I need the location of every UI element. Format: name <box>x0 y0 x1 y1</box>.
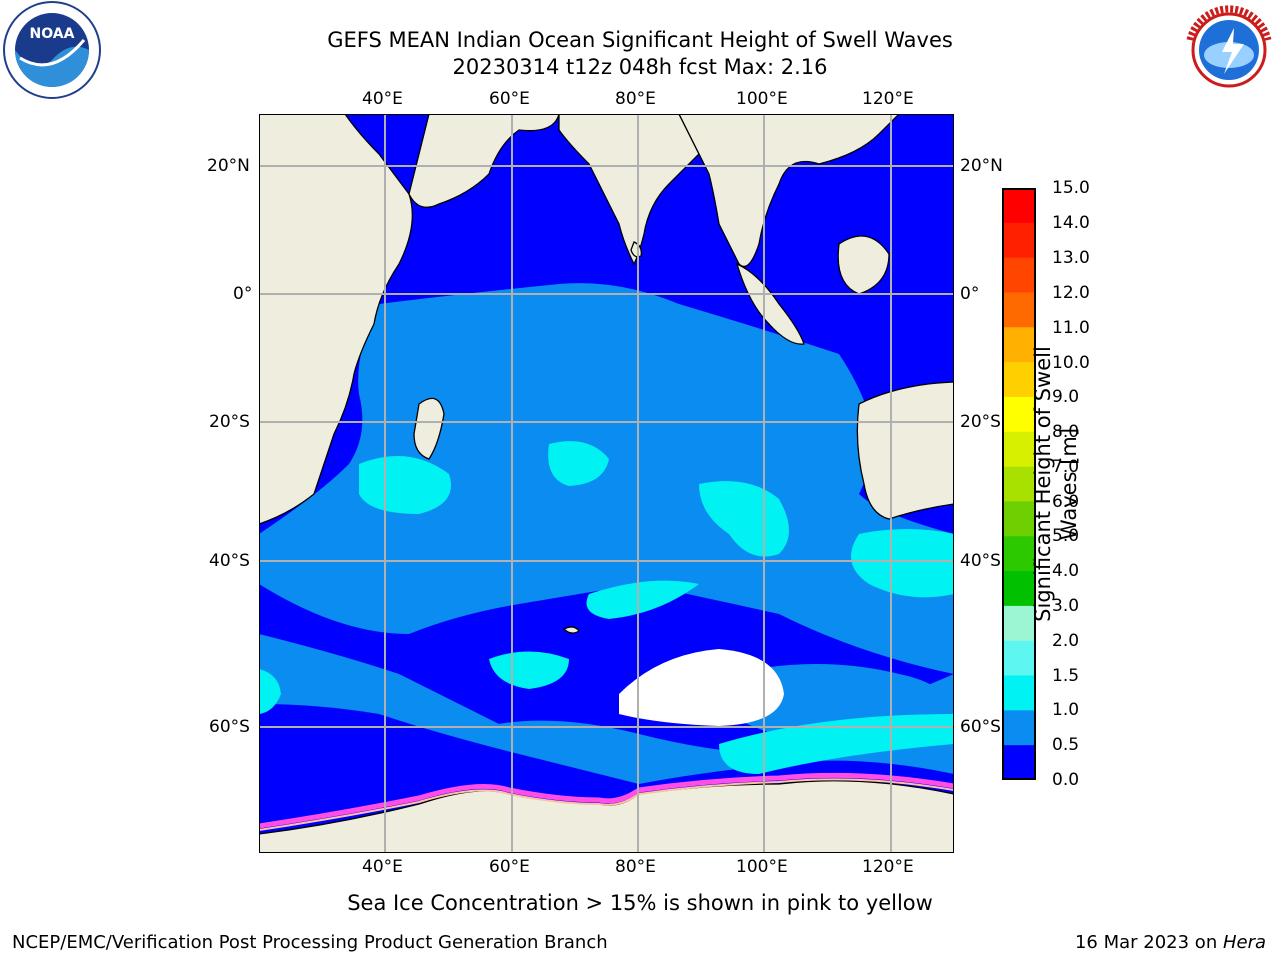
nws-logo <box>1181 2 1277 98</box>
colorbar-tick: 3.0 <box>1052 596 1080 616</box>
colorbar <box>1002 188 1036 780</box>
sumatra-land <box>735 262 805 345</box>
colorbar-tick: 12.0 <box>1052 283 1090 303</box>
colorbar-segment <box>1002 327 1036 363</box>
colorbar-tick: 15.0 <box>1052 178 1090 198</box>
madagascar-land <box>413 397 445 460</box>
colorbar-segment <box>1002 396 1036 433</box>
colorbar-tick: 5.0 <box>1052 526 1080 546</box>
colorbar-label-line2: Waves [m] <box>1057 427 1081 541</box>
lat-tick-left: 20°N <box>207 156 250 176</box>
se-asia-land <box>678 114 900 268</box>
colorbar-tick: 4.0 <box>1052 561 1080 581</box>
colorbar-tick: 9.0 <box>1052 387 1080 407</box>
lon-tick-bottom: 80°E <box>615 857 656 877</box>
lat-tick-right: 0° <box>960 284 980 304</box>
colorbar-segment <box>1002 466 1036 502</box>
lon-tick-bottom: 120°E <box>862 857 914 877</box>
lon-tick-top: 120°E <box>862 89 914 109</box>
lat-tick-left: 40°S <box>209 551 250 571</box>
colorbar-segment <box>1002 257 1036 293</box>
swell-patch-1-0-1-5 <box>359 456 451 514</box>
colorbar-border <box>1002 188 1036 780</box>
swell-zone-0-5-1-0 <box>259 634 954 784</box>
colorbar-tick: 2.0 <box>1052 631 1080 651</box>
colorbar-tick: 1.0 <box>1052 700 1080 720</box>
colorbar-tick: 7.0 <box>1052 457 1080 477</box>
footer-date: 16 Mar 2023 on Hera <box>1075 932 1266 954</box>
colorbar-segment <box>1002 188 1036 224</box>
lon-tick-bottom: 40°E <box>362 857 403 877</box>
noaa-logo: NOAA <box>3 1 101 99</box>
lon-tick-top: 80°E <box>615 89 656 109</box>
colorbar-segment <box>1002 362 1036 398</box>
colorbar-tick: 10.0 <box>1052 353 1090 373</box>
colorbar-segment <box>1002 222 1036 259</box>
colorbar-tick: 1.5 <box>1052 666 1080 686</box>
colorbar-segment <box>1002 292 1036 328</box>
lat-tick-right: 60°S <box>960 717 1001 737</box>
lat-tick-left: 0° <box>233 284 253 304</box>
colorbar-tick: 14.0 <box>1052 213 1090 233</box>
lat-tick-right: 40°S <box>960 551 1001 571</box>
swell-zone-0-5-1-0 <box>259 283 954 674</box>
swell-patch-1-0-1-5 <box>851 529 954 598</box>
colorbar-tick: 0.0 <box>1052 770 1080 790</box>
lon-tick-top: 100°E <box>736 89 788 109</box>
colorbar-tick: 13.0 <box>1052 248 1090 268</box>
footer-date-text: 16 Mar 2023 on <box>1074 932 1223 953</box>
lon-tick-top: 60°E <box>489 89 530 109</box>
sea-ice-note: Sea Ice Concentration > 15% is shown in … <box>347 891 933 915</box>
india-land <box>558 114 700 266</box>
swell-patch-1-0-1-5 <box>259 669 281 714</box>
swell-patch-1-0-1-5 <box>586 580 699 619</box>
colorbar-segment <box>1002 675 1036 711</box>
colorbar-segment <box>1002 640 1036 677</box>
lat-tick-left: 60°S <box>209 717 250 737</box>
lat-tick-right: 20°N <box>960 156 1003 176</box>
chart-subtitle: 20230314 t12z 048h fcst Max: 2.16 <box>452 55 828 79</box>
map-panel <box>259 114 954 853</box>
swell-patch-1-0-1-5 <box>719 714 954 774</box>
colorbar-segment <box>1002 605 1036 642</box>
no-data-area <box>619 649 784 726</box>
colorbar-segment <box>1002 536 1036 572</box>
swell-patch-1-0-1-5 <box>548 441 609 486</box>
colorbar-tick: 11.0 <box>1052 318 1090 338</box>
colorbar-label: Significant Height of Swell Waves [m] <box>1030 334 1082 634</box>
colorbar-segment <box>1002 710 1036 746</box>
colorbar-tick: 8.0 <box>1052 422 1080 442</box>
arabia-land <box>408 114 560 208</box>
footer-host: Hera <box>1222 932 1266 953</box>
swell-patch-1-0-1-5 <box>489 651 569 689</box>
colorbar-tick: 6.0 <box>1052 492 1080 512</box>
lat-tick-left: 20°S <box>209 412 250 432</box>
borneo-land <box>837 235 890 295</box>
lon-tick-bottom: 100°E <box>736 857 788 877</box>
kerguelen-island <box>562 626 580 634</box>
australia-land <box>856 381 954 520</box>
noaa-logo-text: NOAA <box>30 26 75 42</box>
swell-patch-1-0-1-5 <box>699 481 789 557</box>
colorbar-ticks: 15.0 14.0 13.0 12.0 11.0 10.0 9.0 8.0 7.… <box>1038 178 1098 790</box>
sea-ice-edge-inner <box>259 778 954 831</box>
colorbar-label-line1: Significant Height of Swell <box>1031 346 1055 622</box>
footer-credit: NCEP/EMC/Verification Post Processing Pr… <box>12 932 608 953</box>
lon-tick-bottom: 60°E <box>489 857 530 877</box>
lat-tick-right: 20°S <box>960 412 1001 432</box>
colorbar-segment <box>1002 571 1036 607</box>
colorbar-segment <box>1002 431 1036 468</box>
lon-tick-top: 40°E <box>362 89 403 109</box>
colorbar-segment <box>1002 501 1036 537</box>
colorbar-segment <box>1002 745 1036 780</box>
sea-ice-edge <box>259 772 954 829</box>
graticule <box>259 114 954 853</box>
chart-title: GEFS MEAN Indian Ocean Significant Heigh… <box>327 28 953 52</box>
colorbar-tick: 0.5 <box>1052 735 1080 755</box>
